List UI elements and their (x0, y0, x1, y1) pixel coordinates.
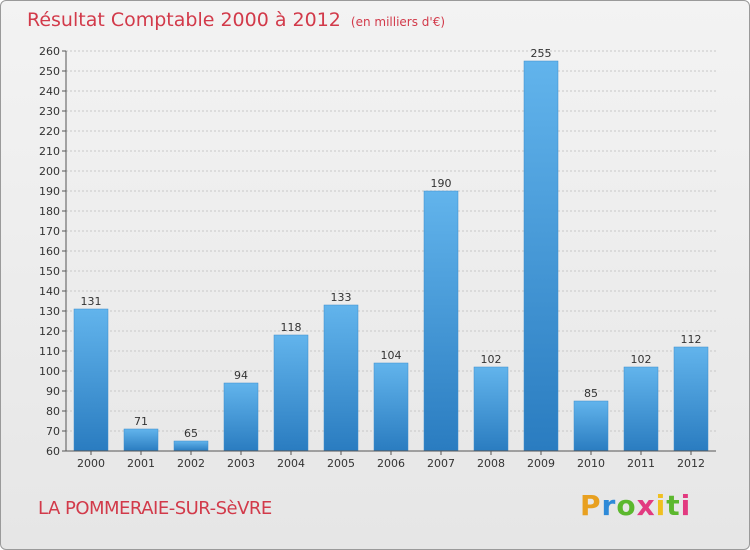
y-tick-label: 240 (39, 85, 60, 98)
logo-letter: o (616, 489, 637, 522)
x-tick-label: 2012 (677, 457, 705, 470)
x-tick-label: 2001 (127, 457, 155, 470)
bar (473, 366, 509, 452)
bar-value-label: 85 (584, 387, 598, 400)
bar-value-label: 102 (631, 353, 652, 366)
y-tick-label: 170 (39, 225, 60, 238)
bar (73, 308, 109, 452)
y-tick-label: 250 (39, 65, 60, 78)
bar (673, 346, 709, 452)
x-tick-label: 2003 (227, 457, 255, 470)
logo-letter: x (636, 489, 656, 522)
x-tick-label: 2000 (77, 457, 105, 470)
bar-value-label: 131 (81, 295, 102, 308)
y-tick-label: 120 (39, 325, 60, 338)
bar (523, 60, 559, 452)
x-tick-label: 2007 (427, 457, 455, 470)
y-tick-label: 160 (39, 245, 60, 258)
y-axis-ticks: 60 70 80 90 100 110 120 130 140 150 160 170 180 190 20… (39, 45, 66, 458)
y-tick-label: 60 (46, 445, 60, 458)
x-tick-label: 2002 (177, 457, 205, 470)
y-tick-label: 150 (39, 265, 60, 278)
x-tick-label: 2006 (377, 457, 405, 470)
bar-value-label: 112 (681, 333, 702, 346)
axes (65, 51, 716, 452)
bar-value-label: 102 (481, 353, 502, 366)
y-tick-label: 210 (39, 145, 60, 158)
y-tick-label: 70 (46, 425, 60, 438)
bar (273, 334, 309, 452)
x-tick-label: 2009 (527, 457, 555, 470)
commune-name: LA POMMERAIE-SUR-SèVRE (38, 498, 272, 519)
y-tick-label: 140 (39, 285, 60, 298)
bar (223, 382, 259, 452)
proxiti-logo[interactable]: Proxiti (580, 489, 691, 522)
bar (623, 366, 659, 452)
bar (573, 400, 609, 452)
x-tick-label: 2005 (327, 457, 355, 470)
logo-letter: r (601, 489, 617, 522)
bar (323, 304, 359, 452)
x-tick-label: 2011 (627, 457, 655, 470)
y-tick-label: 260 (39, 45, 60, 58)
logo-letter: t (666, 489, 681, 522)
x-axis-ticks: 2000 2001 2002 2003 2004 2005 2006 2007 2008 2009… (77, 451, 705, 470)
x-tick-label: 2010 (577, 457, 605, 470)
bar-value-label: 94 (234, 369, 248, 382)
y-tick-label: 220 (39, 125, 60, 138)
y-tick-label: 90 (46, 385, 60, 398)
logo-letter: P (580, 489, 602, 522)
bars: 131 71 65 94 118 133 104 190 102 255 85 102 112 (73, 47, 709, 452)
bar (373, 362, 409, 452)
bar (423, 190, 459, 452)
bar-value-label: 255 (531, 47, 552, 60)
bar-value-label: 65 (184, 427, 198, 440)
chart-title: Résultat Comptable 2000 à 2012 (en millie… (27, 9, 445, 31)
title-text: Résultat Comptable 2000 à 2012 (27, 9, 341, 31)
bar (173, 440, 209, 452)
y-tick-label: 200 (39, 165, 60, 178)
x-tick-label: 2008 (477, 457, 505, 470)
bar (123, 428, 159, 452)
unit-label: (en milliers d'€) (350, 15, 446, 29)
bar-value-label: 71 (134, 415, 148, 428)
logo-letter: i (655, 489, 667, 522)
bar-value-label: 118 (281, 321, 302, 334)
bar-value-label: 104 (381, 349, 402, 362)
y-tick-label: 180 (39, 205, 60, 218)
y-tick-label: 80 (46, 405, 60, 418)
y-tick-label: 130 (39, 305, 60, 318)
x-tick-label: 2004 (277, 457, 305, 470)
y-tick-label: 190 (39, 185, 60, 198)
y-tick-label: 100 (39, 365, 60, 378)
y-tick-label: 110 (39, 345, 60, 358)
y-tick-label: 230 (39, 105, 60, 118)
logo-letter: i (680, 489, 692, 522)
bar-value-label: 190 (431, 177, 452, 190)
bar-value-label: 133 (331, 291, 352, 304)
